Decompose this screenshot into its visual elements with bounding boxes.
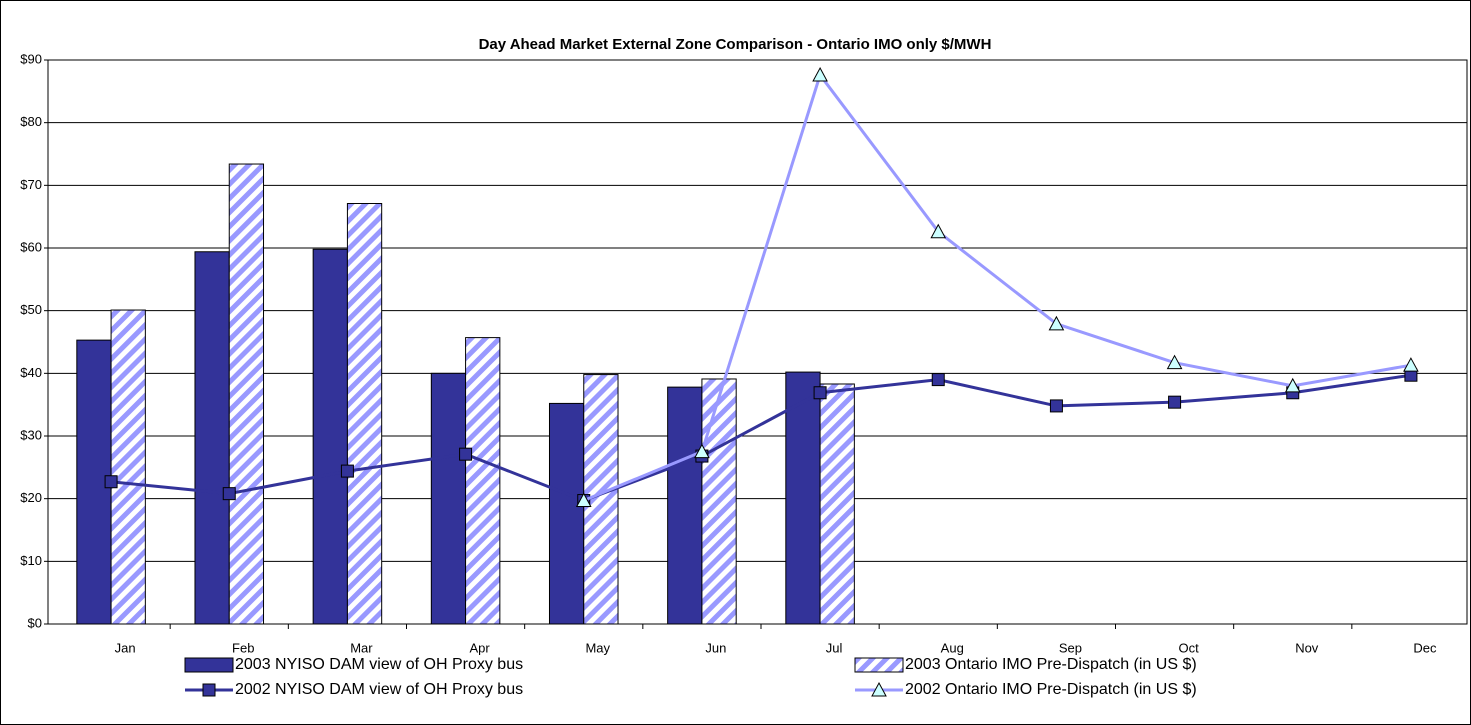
line-marker: [1049, 399, 1063, 413]
legend-swatch: [854, 657, 904, 673]
x-tick-label: Aug: [941, 640, 964, 655]
bar: [194, 251, 230, 625]
line-marker: [222, 487, 236, 501]
line-marker: [930, 223, 947, 239]
legend-marker: [202, 683, 216, 697]
legend-label: 2003 Ontario IMO Pre-Dispatch (in US $): [905, 656, 1197, 673]
x-tick-label: Dec: [1413, 640, 1437, 655]
x-tick-label: Oct: [1178, 640, 1199, 655]
legend-marker: [871, 681, 887, 697]
y-tick-label: $30: [20, 427, 42, 442]
y-tick-label: $20: [20, 490, 42, 505]
line-marker: [1403, 357, 1419, 372]
bar: [701, 378, 737, 625]
line-marker: [1166, 354, 1183, 370]
x-tick-label: May: [585, 640, 610, 655]
y-tick-label: $50: [20, 302, 42, 317]
plot-area: [48, 60, 1467, 624]
y-tick-label: $10: [20, 553, 42, 568]
bar: [110, 309, 146, 625]
x-tick-label: Jul: [826, 640, 843, 655]
line-marker: [575, 492, 592, 508]
x-tick-label: Feb: [232, 640, 254, 655]
bar: [819, 383, 855, 625]
line-marker: [459, 447, 473, 461]
line-marker: [812, 66, 828, 82]
y-tick-label: $0: [28, 615, 42, 630]
line-marker: [1048, 315, 1065, 331]
line: [583, 71, 1412, 502]
line-marker: [931, 373, 945, 387]
bar: [228, 163, 265, 625]
bar: [312, 248, 348, 625]
legend-label: 2003 NYISO DAM view of OH Proxy bus: [235, 656, 523, 673]
line-marker: [104, 475, 118, 489]
line-marker: [694, 443, 710, 459]
x-tick-label: Jun: [705, 640, 726, 655]
y-tick-label: $70: [20, 177, 42, 192]
x-tick-label: Mar: [350, 640, 373, 655]
x-tick-label: Sep: [1059, 640, 1082, 655]
y-tick-label: $90: [20, 51, 42, 66]
bar: [430, 372, 467, 625]
chart-title: Day Ahead Market External Zone Compariso…: [479, 36, 992, 53]
bar: [548, 402, 585, 625]
legend: 2003 NYISO DAM view of OH Proxy bus 2003 …: [184, 656, 1197, 698]
legend-swatch: [184, 657, 234, 673]
line: [110, 373, 1412, 503]
bar: [465, 337, 501, 625]
line-marker: [1168, 395, 1182, 409]
line-marker: [813, 386, 827, 400]
x-tick-label: Nov: [1295, 640, 1319, 655]
y-tick-label: $80: [20, 114, 42, 129]
bar: [667, 386, 703, 625]
line-marker: [1284, 377, 1301, 393]
legend-label: 2002 Ontario IMO Pre-Dispatch (in US $): [905, 681, 1197, 698]
plot-frame: [47, 59, 1468, 625]
x-tick-label: Jan: [115, 640, 136, 655]
y-tick-label: $40: [20, 365, 42, 380]
line-marker: [340, 464, 354, 478]
legend-label: 2002 NYISO DAM view of OH Proxy bus: [235, 681, 523, 698]
y-tick-label: $60: [20, 239, 42, 254]
bar: [346, 203, 383, 625]
x-tick-label: Apr: [469, 640, 490, 655]
